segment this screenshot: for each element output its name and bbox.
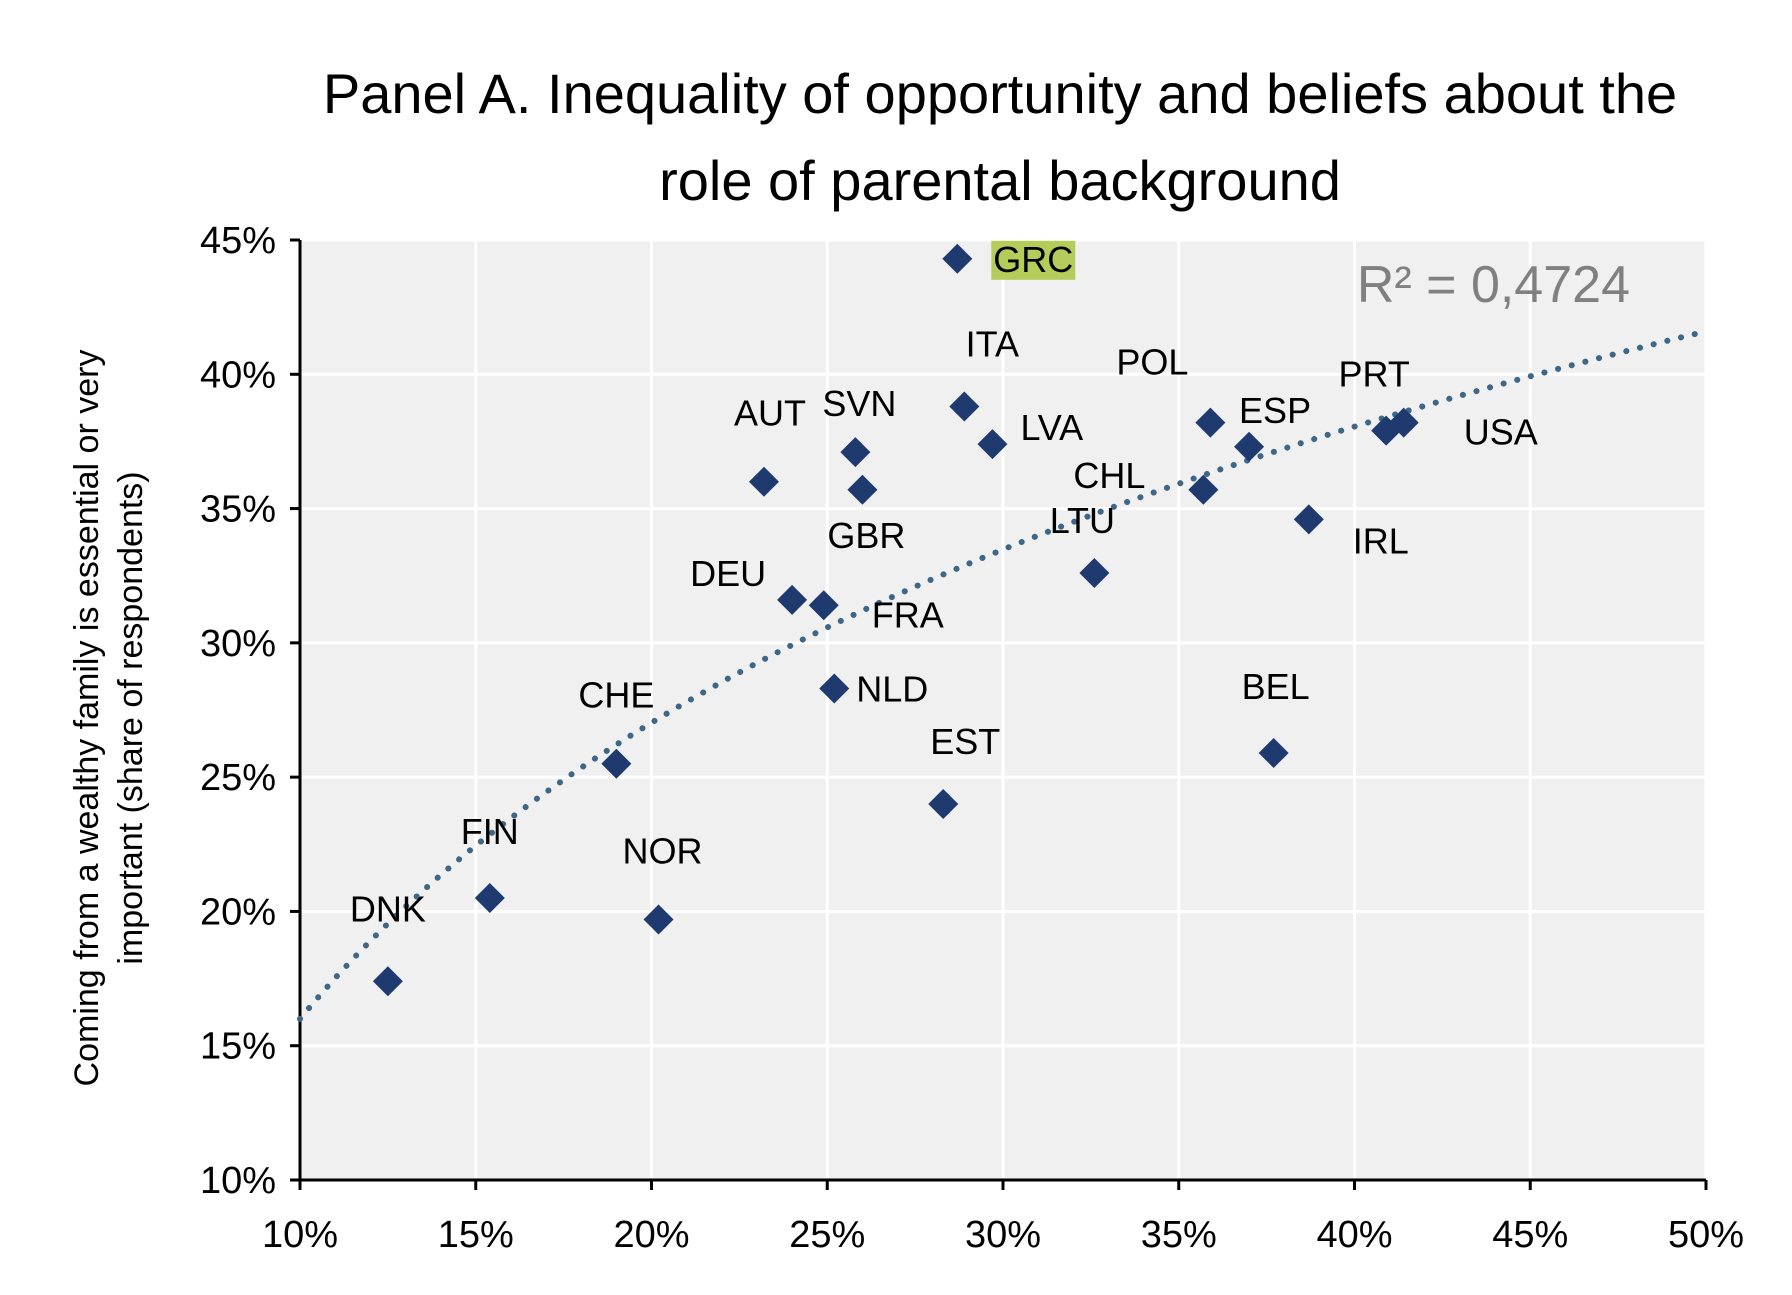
y-tick-label: 30% (200, 623, 276, 665)
point-gbr (847, 474, 878, 505)
point-ita (949, 391, 980, 422)
y-tick-label: 35% (200, 489, 276, 531)
point-fin (474, 883, 505, 913)
x-tick-label: 30% (965, 1214, 1041, 1256)
x-tick-label: 35% (1141, 1214, 1217, 1256)
highlight-box (991, 240, 1076, 280)
point-label-che: CHE (578, 675, 654, 716)
chart-title-line-1: Panel A. Inequality of opportunity and b… (323, 62, 1677, 125)
gridlines (300, 238, 1708, 1180)
point-labels: DNK FIN NOR CHE AUT DEU FRA NLD SVN GBR EST GRC ITA L… (350, 239, 1538, 929)
x-tick-label: 45% (1492, 1214, 1568, 1256)
point-label-dnk: DNK (350, 888, 426, 929)
point-label-irl: IRL (1353, 520, 1409, 561)
point-label-deu: DEU (690, 553, 766, 594)
x-tick-label: 40% (1316, 1214, 1392, 1256)
y-axis-label: Coming from a wealthy family is essentia… (68, 350, 150, 1087)
point-label-est: EST (930, 721, 1000, 762)
y-tick-label: 15% (200, 1026, 276, 1068)
point-lva (977, 429, 1008, 460)
y-tick-label: 20% (200, 891, 276, 933)
point-label-ltu: LTU (1050, 500, 1115, 541)
point-deu (777, 584, 808, 615)
point-label-fin: FIN (461, 811, 519, 852)
x-tick-label: 25% (789, 1214, 865, 1256)
y-tick-label: 45% (200, 220, 276, 262)
point-label-chl: CHL (1073, 455, 1145, 496)
point-label-aut: AUT (734, 393, 806, 434)
point-label-esp: ESP (1239, 390, 1311, 431)
point-svn (840, 437, 871, 468)
highlight-layer (991, 240, 1076, 280)
y-tick-label: 10% (200, 1160, 276, 1202)
point-label-lva: LVA (1020, 407, 1083, 448)
point-label-nor: NOR (623, 830, 703, 871)
point-nor (643, 904, 674, 935)
point-label-usa: USA (1464, 412, 1538, 453)
x-tick-label: 10% (262, 1214, 338, 1256)
point-esp (1234, 431, 1265, 462)
point-nld (819, 673, 850, 704)
point-irl (1293, 504, 1324, 535)
point-che (601, 748, 632, 779)
point-pol (1195, 407, 1226, 438)
y-axis-label-line-1: Coming from a wealthy family is essentia… (68, 350, 106, 1087)
r-squared-label: R² = 0,4724 (1357, 256, 1630, 314)
data-points (372, 243, 1419, 997)
chart-title-line-2: role of parental background (659, 149, 1341, 212)
axes (290, 238, 1708, 1190)
y-tick-label: 25% (200, 757, 276, 799)
point-label-fra: FRA (872, 594, 944, 635)
point-label-svn: SVN (822, 383, 896, 424)
point-grc (942, 243, 973, 274)
tick-labels: 10% 15% 20% 25% 30% 35% 40% 45% 10% 15% 20% 25% 30% 3… (200, 220, 1744, 1256)
point-chl (1188, 474, 1219, 505)
x-tick-label: 50% (1668, 1214, 1744, 1256)
point-label-prt: PRT (1338, 354, 1409, 395)
point-ltu (1079, 558, 1110, 589)
point-label-bel: BEL (1242, 666, 1310, 707)
point-fra (808, 590, 839, 621)
point-aut (748, 466, 779, 497)
point-label-nld: NLD (856, 669, 928, 710)
point-bel (1258, 737, 1289, 768)
y-tick-label: 40% (200, 354, 276, 396)
point-label-grc: GRC (993, 239, 1073, 280)
point-dnk (372, 966, 403, 997)
point-label-gbr: GBR (827, 515, 905, 556)
point-label-pol: POL (1116, 342, 1188, 383)
x-tick-label: 20% (613, 1214, 689, 1256)
point-label-ita: ITA (966, 324, 1019, 365)
y-axis-label-line-2: important (share of respondents) (112, 471, 150, 964)
x-tick-label: 15% (438, 1214, 514, 1256)
point-usa (1388, 407, 1419, 438)
point-est (928, 789, 959, 819)
